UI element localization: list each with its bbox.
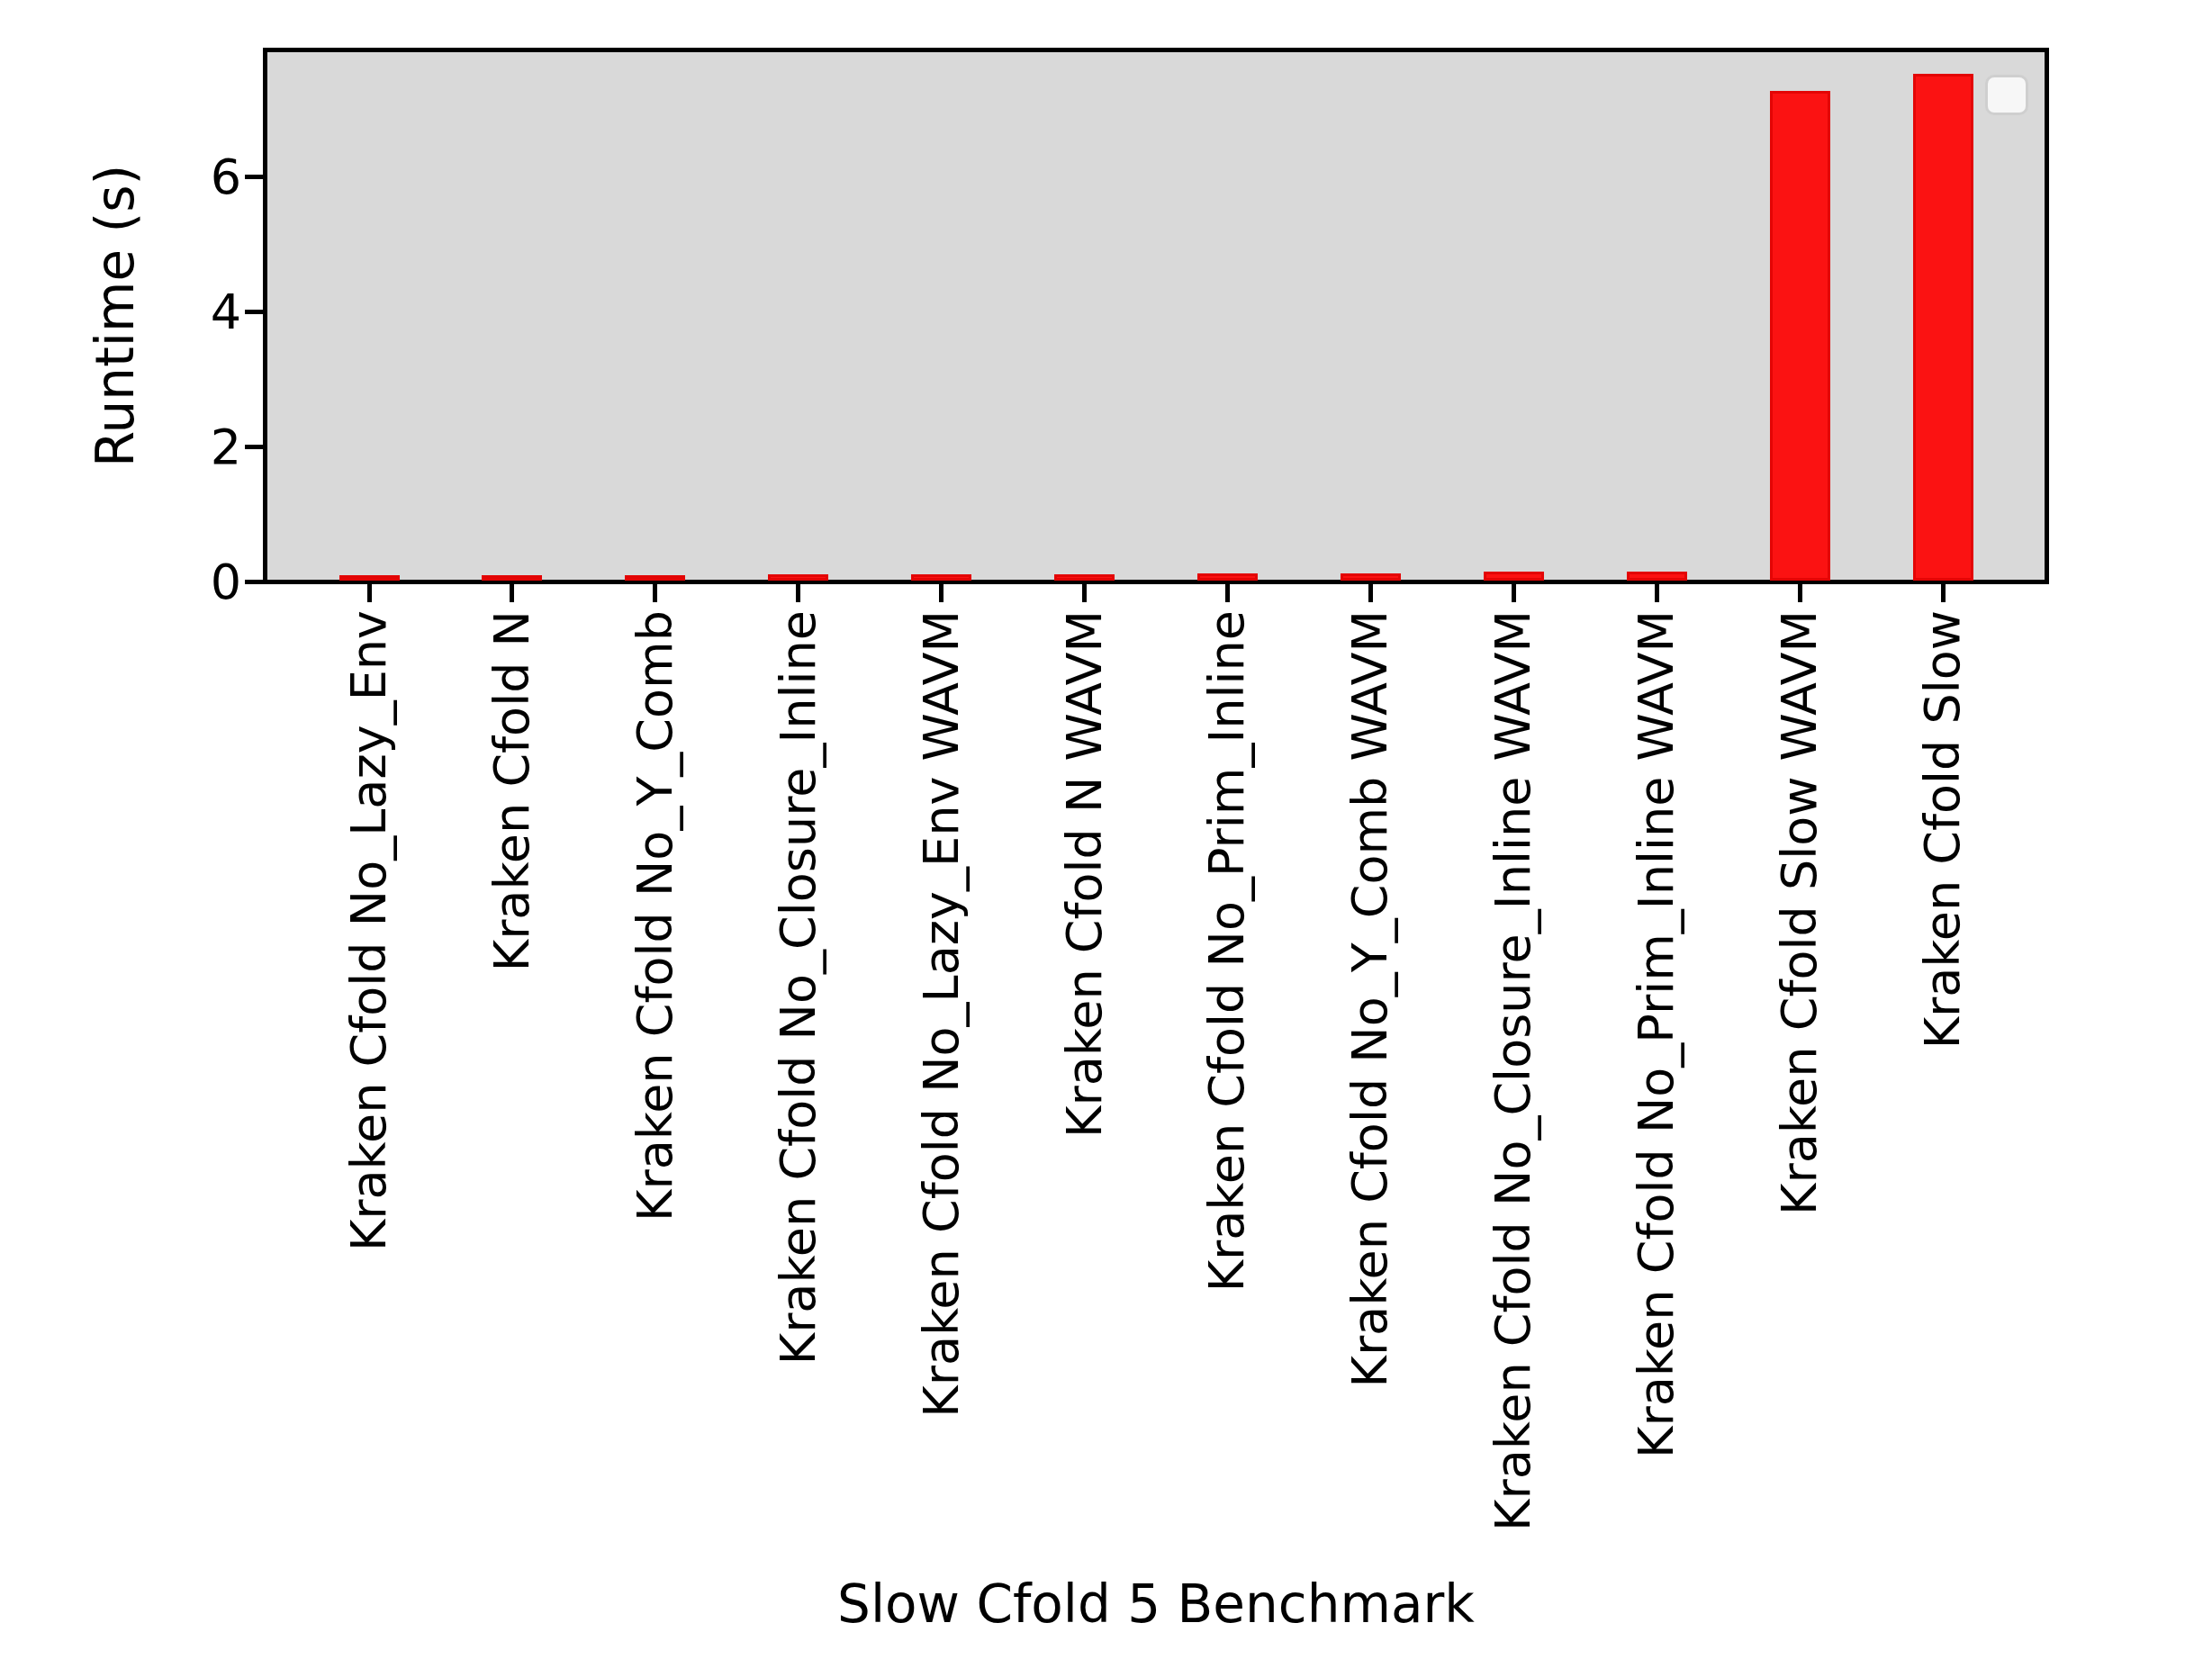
x-tick-mark (1082, 584, 1087, 602)
x-tick-mark (367, 584, 372, 602)
bar (339, 575, 400, 581)
x-tick-mark (1798, 584, 1802, 602)
y-tick-label: 4 (0, 290, 241, 335)
bar (1197, 573, 1258, 581)
bar (482, 575, 542, 581)
x-tick-label: Kraken Cfold Slow WAVM (1775, 610, 1824, 1215)
x-axis-title: Slow Cfold 5 Benchmark (263, 1573, 2049, 1635)
x-tick-label: Kraken Cfold No_Prim_Inline WAVM (1632, 610, 1681, 1458)
x-tick-mark (1941, 584, 1946, 602)
x-tick-label: Kraken Cfold No_Y_Comb (631, 610, 680, 1222)
y-tick-mark (245, 445, 263, 449)
figure: Runtime (s) Kraken Cfold No_Lazy_EnvKrak… (0, 0, 2212, 1659)
x-tick-mark (1655, 584, 1659, 602)
bar (1913, 74, 1973, 581)
bar (1484, 572, 1544, 581)
x-tick-label: Kraken Cfold N WAVM (1061, 610, 1109, 1138)
y-tick-label: 6 (0, 155, 241, 200)
x-tick-mark (939, 584, 943, 602)
y-tick-label: 2 (0, 425, 241, 470)
x-tick-mark (510, 584, 514, 602)
legend-box (1985, 75, 2028, 115)
x-tick-label: Kraken Cfold No_Prim_Inline (1203, 610, 1251, 1292)
bar (768, 574, 828, 581)
y-tick-mark (245, 580, 263, 584)
x-tick-label: Kraken Cfold No_Closure_Inline (774, 610, 823, 1365)
y-tick-mark (245, 175, 263, 179)
x-tick-label: Kraken Cfold No_Lazy_Env WAVM (917, 610, 966, 1418)
bar (1054, 574, 1115, 581)
bar (625, 575, 685, 581)
x-tick-mark (1512, 584, 1516, 602)
y-tick-mark (245, 310, 263, 314)
x-tick-label: Kraken Cfold No_Y_Comb WAVM (1346, 610, 1395, 1388)
bar (1627, 572, 1687, 581)
bar (1770, 91, 1830, 581)
x-tick-label: Kraken Cfold Slow (1919, 610, 1967, 1049)
bar (1341, 573, 1401, 581)
x-tick-label: Kraken Cfold No_Lazy_Env (345, 610, 393, 1251)
bar (911, 574, 971, 581)
x-tick-mark (653, 584, 657, 602)
x-tick-label: Kraken Cfold No_Closure_Inline WAVM (1489, 610, 1538, 1531)
x-tick-label: Kraken Cfold N (488, 610, 537, 971)
y-tick-label: 0 (0, 560, 241, 605)
x-tick-mark (1368, 584, 1373, 602)
x-tick-mark (1225, 584, 1230, 602)
x-tick-mark (796, 584, 800, 602)
